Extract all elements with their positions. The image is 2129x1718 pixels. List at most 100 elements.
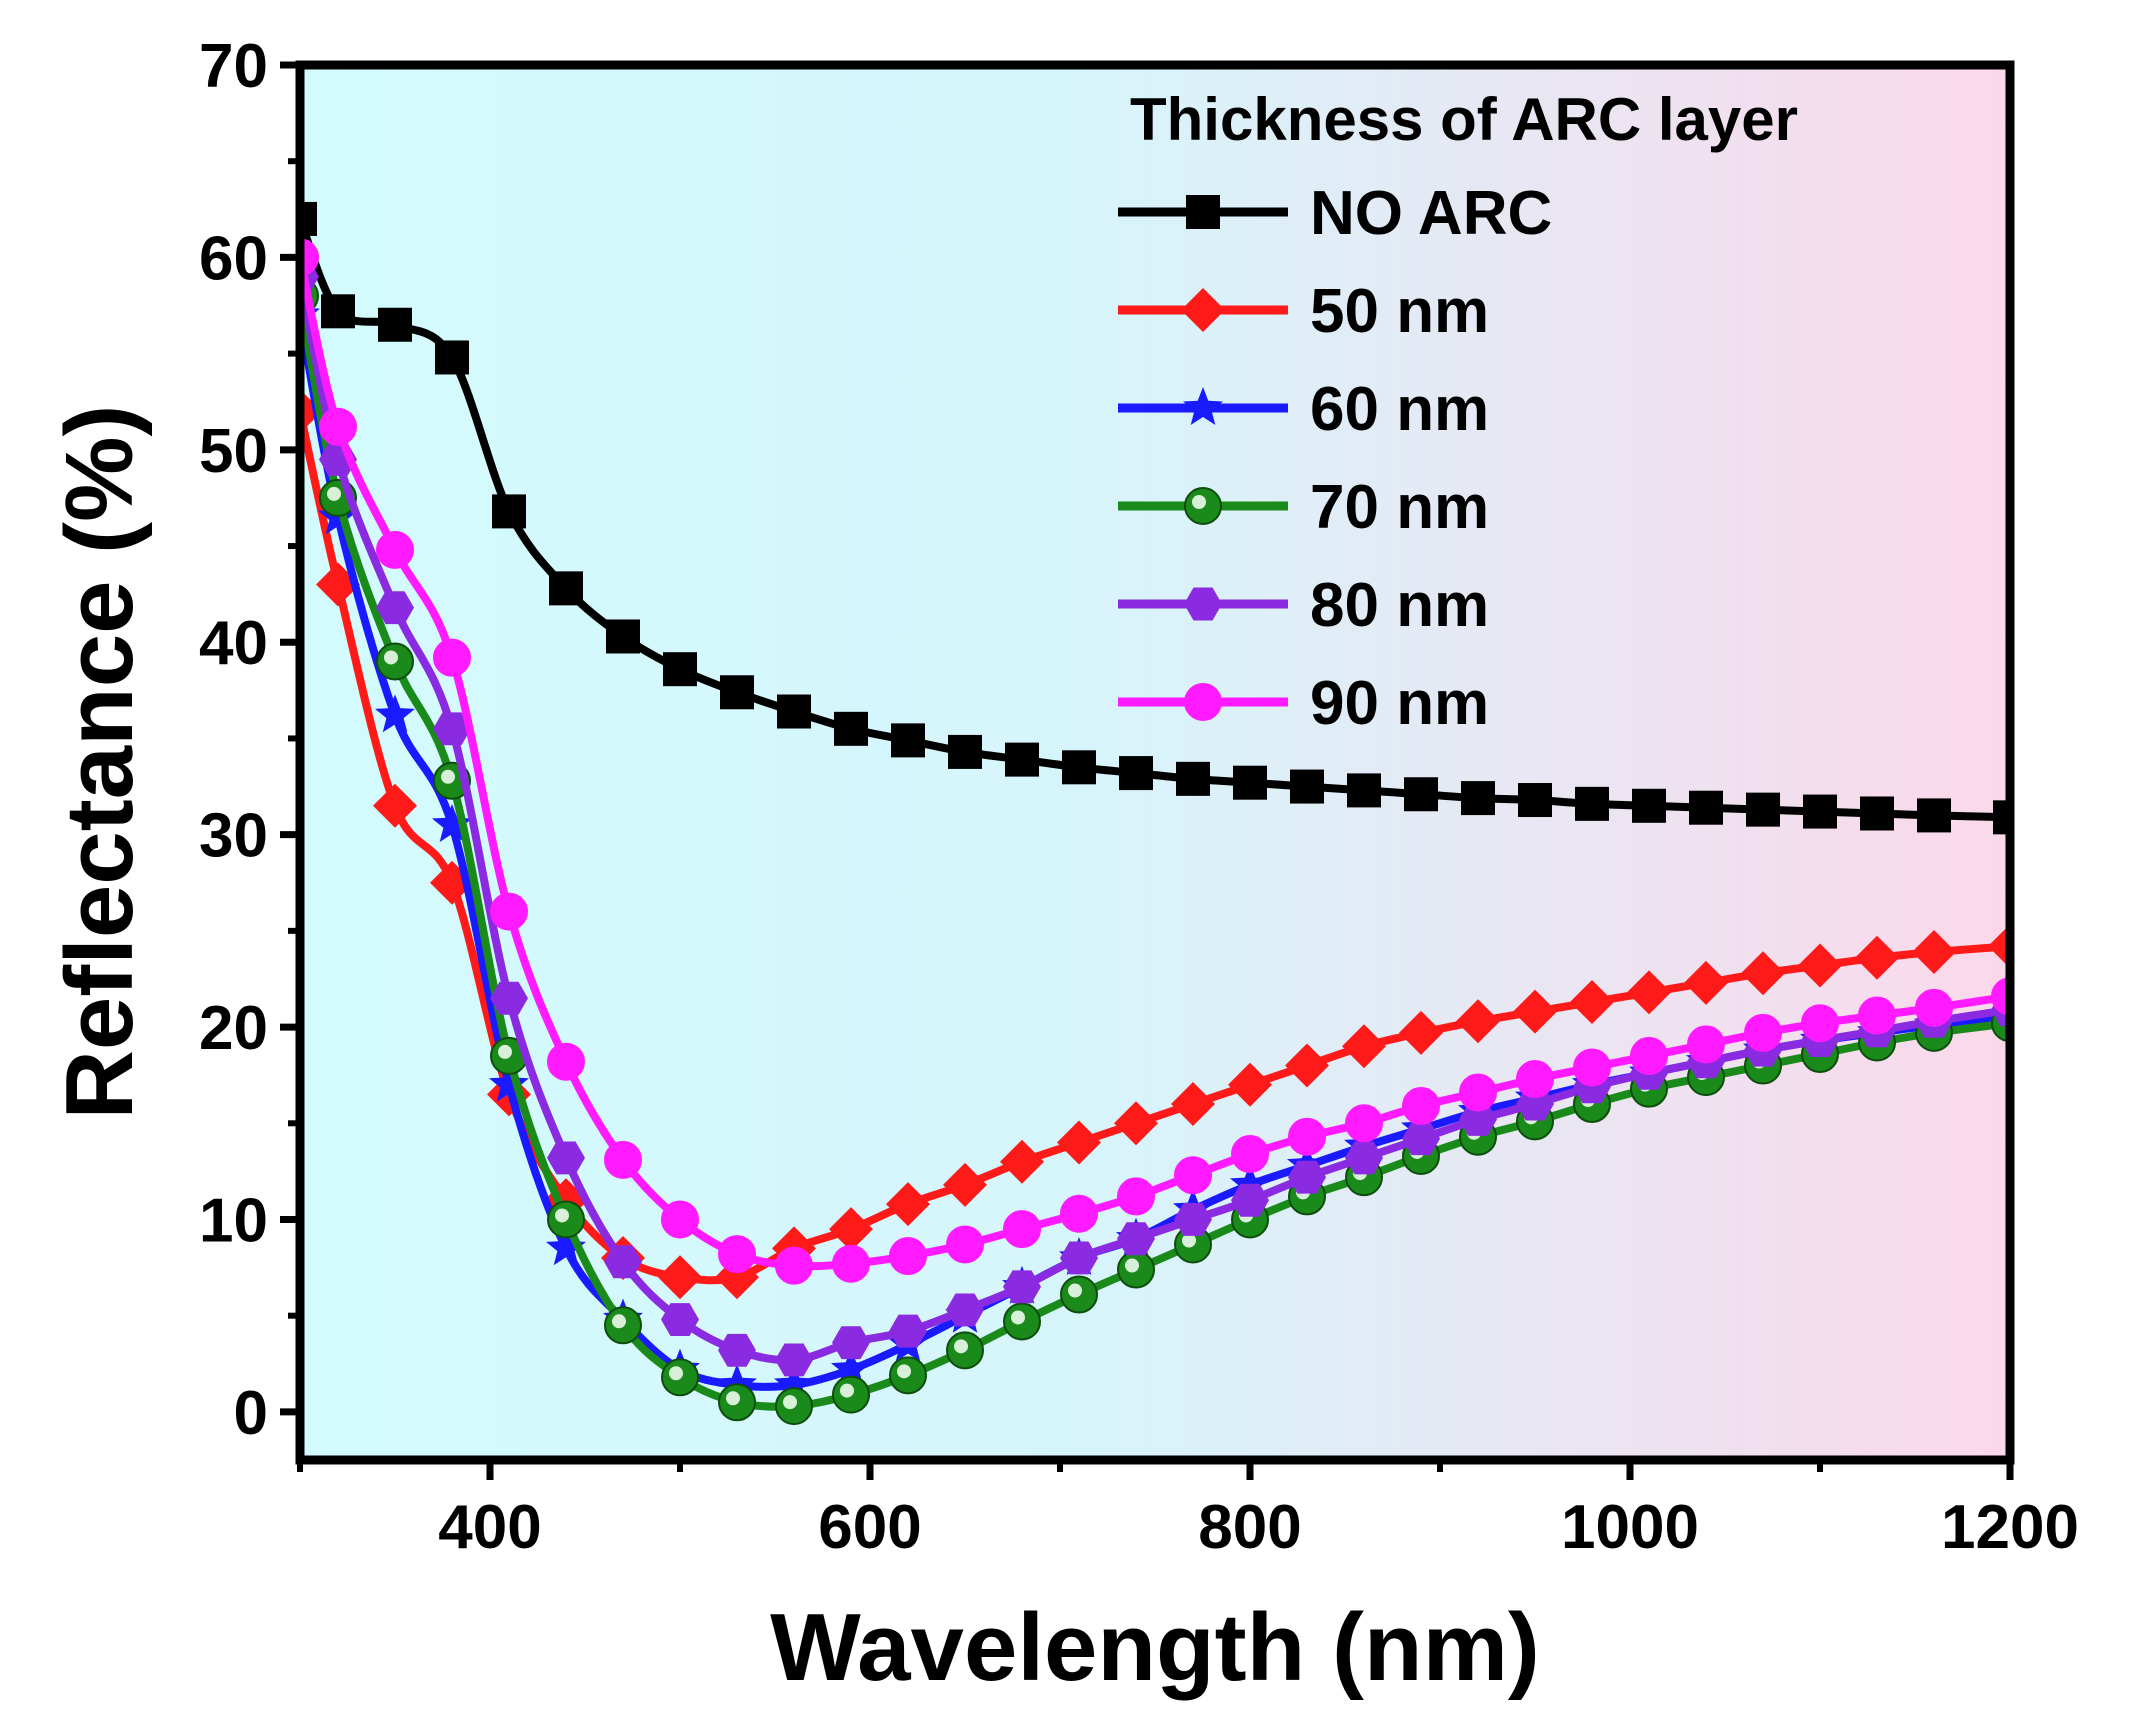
data-point — [490, 981, 528, 1015]
data-point — [1062, 750, 1096, 785]
data-point — [376, 591, 414, 625]
data-point — [1459, 1073, 1497, 1112]
data-point — [1627, 970, 1671, 1015]
data-point — [1117, 1177, 1155, 1216]
data-point — [1798, 943, 1842, 988]
data-point — [1915, 988, 1953, 1027]
data-point — [658, 1255, 702, 1300]
data-point — [1917, 798, 1951, 833]
data-point — [1288, 1160, 1326, 1194]
data-point — [1342, 1024, 1386, 1069]
data-point — [943, 1162, 987, 1207]
data-point — [606, 619, 640, 654]
legend-item-no-arc: NO ARC — [1118, 179, 1552, 248]
data-point — [775, 1246, 813, 1285]
marker-highlight — [612, 1314, 626, 1329]
data-point — [1456, 999, 1500, 1044]
y-tick-label: 10 — [199, 1186, 268, 1255]
legend-swatch-marker — [1181, 288, 1225, 332]
legend-title: Thickness of ARC layer — [1130, 86, 1798, 153]
marker-highlight — [954, 1339, 968, 1354]
data-point — [1119, 756, 1153, 791]
data-point — [1345, 1141, 1383, 1175]
legend-swatch-marker — [1183, 387, 1223, 425]
marker-highlight — [726, 1391, 740, 1406]
data-point — [604, 1245, 642, 1279]
data-point — [946, 1225, 984, 1264]
data-point — [1233, 765, 1267, 800]
data-point — [433, 712, 471, 746]
data-point — [1005, 742, 1039, 777]
data-point — [1684, 960, 1728, 1005]
data-point — [1516, 1087, 1554, 1121]
data-point — [1459, 1103, 1497, 1136]
marker-highlight — [441, 769, 455, 784]
ticks-layer: 0 10 20 30 40 50 60 70 400 600 800 1000 1200 — [199, 32, 2079, 1562]
legend-item-60-nm: 60 nm — [1118, 375, 1489, 444]
data-point — [546, 1227, 586, 1266]
data-point — [1741, 951, 1785, 996]
series-80-nm — [300, 260, 2010, 1377]
marker-highlight — [384, 650, 398, 665]
data-point — [1461, 781, 1495, 816]
legend-label: 90 nm — [1310, 669, 1489, 738]
data-point — [1231, 1183, 1269, 1217]
data-point — [1402, 1086, 1440, 1125]
data-point — [948, 734, 982, 769]
y-tick-label: 70 — [199, 32, 268, 101]
data-point — [1228, 1062, 1272, 1107]
marker-highlight — [897, 1364, 911, 1379]
data-point — [490, 892, 528, 931]
data-point — [1231, 1135, 1269, 1174]
data-point — [1988, 924, 2010, 969]
data-point — [321, 294, 355, 329]
x-tick-label: 1000 — [1561, 1493, 1699, 1562]
marker-highlight — [327, 486, 341, 501]
data-point — [889, 1314, 927, 1348]
data-point — [492, 494, 526, 529]
data-point — [1630, 1036, 1668, 1075]
data-point — [1003, 1270, 1041, 1304]
data-point — [834, 711, 868, 746]
data-point — [1399, 1010, 1443, 1055]
data-point — [1912, 930, 1956, 975]
data-point — [1060, 1241, 1098, 1275]
y-tick-label: 40 — [199, 609, 268, 678]
data-point — [946, 1293, 984, 1327]
data-point — [889, 1237, 927, 1276]
data-point — [1057, 1120, 1101, 1165]
data-point — [604, 1140, 642, 1179]
data-point — [663, 652, 697, 687]
data-point — [1230, 1163, 1270, 1202]
data-point — [1174, 1156, 1212, 1195]
data-point — [1060, 1194, 1098, 1233]
data-point — [718, 1333, 756, 1367]
data-point — [1855, 935, 1899, 980]
data-point — [378, 307, 412, 342]
data-point — [1575, 786, 1609, 821]
y-tick-label: 20 — [199, 994, 268, 1063]
data-point — [1746, 792, 1780, 827]
data-point — [886, 1182, 930, 1227]
data-point — [433, 638, 471, 677]
plot-frame — [295, 60, 2015, 1465]
data-point — [432, 804, 472, 842]
data-point — [1513, 989, 1557, 1034]
data-point — [775, 1343, 813, 1377]
data-point — [832, 1326, 870, 1360]
plot-background — [300, 65, 2010, 1460]
legend-label: 50 nm — [1310, 277, 1489, 346]
data-point — [1404, 777, 1438, 812]
data-point — [1171, 1082, 1215, 1127]
marker-highlight — [840, 1383, 854, 1398]
series-line — [300, 410, 2010, 1285]
data-point — [373, 783, 417, 828]
data-point — [1689, 790, 1723, 825]
data-point — [435, 340, 469, 375]
marker-highlight — [1125, 1258, 1139, 1273]
legend-label: 80 nm — [1310, 571, 1489, 640]
data-point — [1516, 1060, 1554, 1099]
data-point — [1003, 1210, 1041, 1249]
series-layer — [300, 201, 2010, 1426]
